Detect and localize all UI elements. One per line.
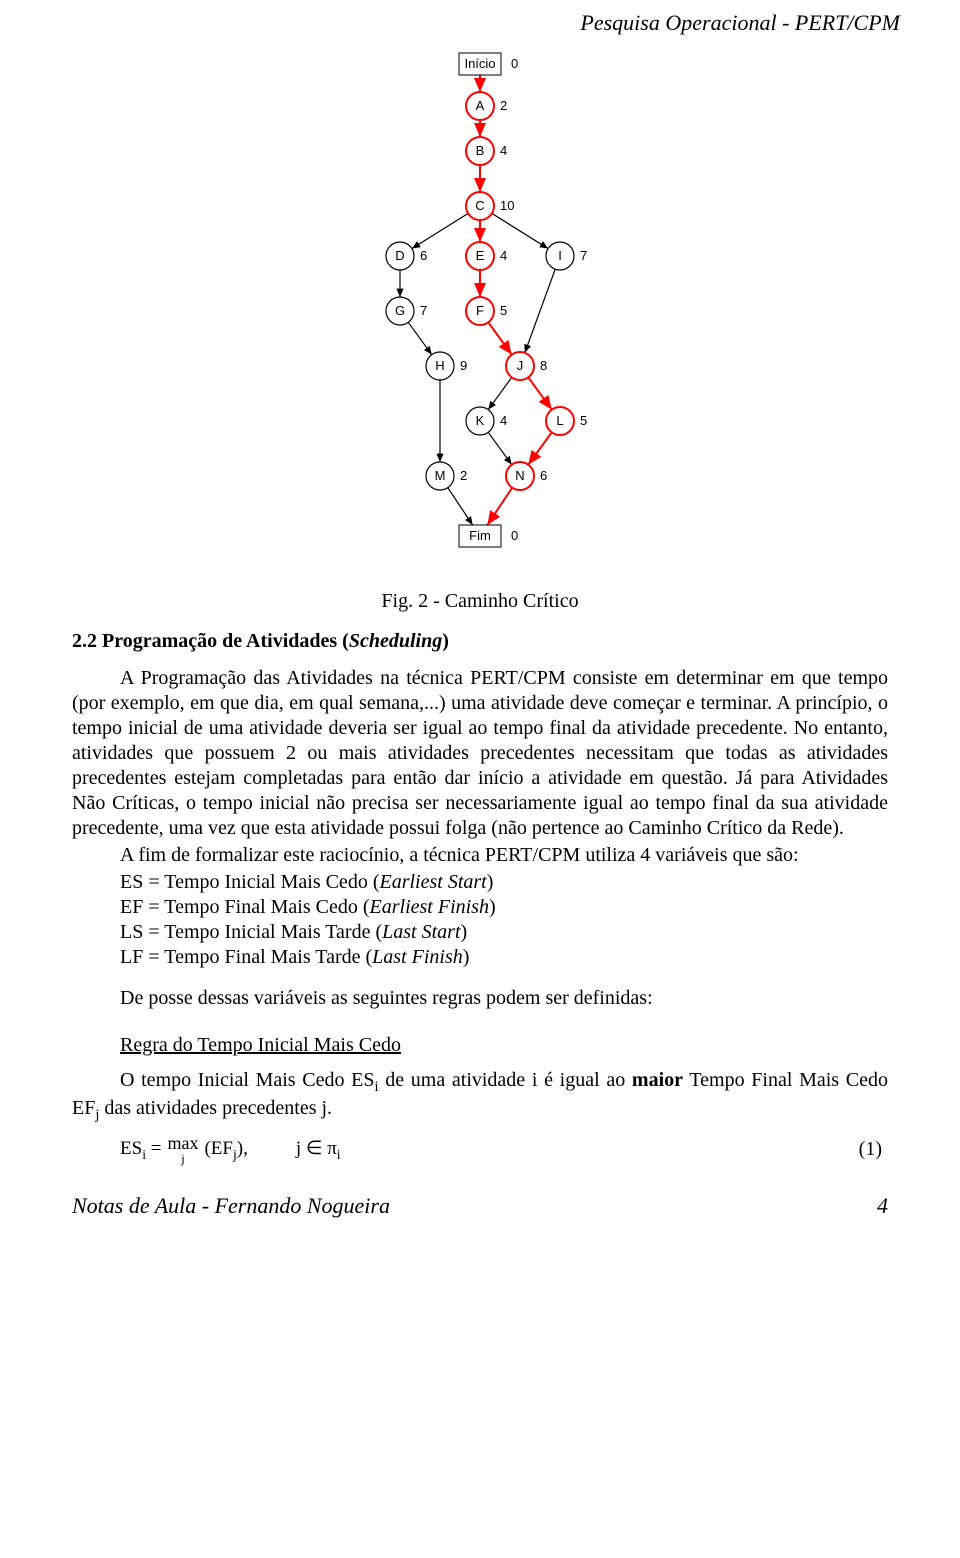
- svg-text:8: 8: [540, 358, 547, 373]
- svg-text:4: 4: [500, 143, 507, 158]
- var-lf: LF = Tempo Final Mais Tarde (Last Finish…: [120, 945, 888, 970]
- svg-text:7: 7: [580, 248, 587, 263]
- svg-text:0: 0: [511, 56, 518, 71]
- paragraph-2: A fim de formalizar este raciocínio, a t…: [72, 843, 888, 868]
- section-heading: 2.2 Programação de Atividades (Schedulin…: [72, 629, 888, 654]
- svg-text:M: M: [435, 468, 446, 483]
- paragraph-1: A Programação das Atividades na técnica …: [72, 666, 888, 841]
- svg-text:D: D: [395, 248, 404, 263]
- svg-text:I: I: [558, 248, 562, 263]
- footer-left: Notas de Aula - Fernando Nogueira: [72, 1193, 390, 1219]
- var-ef: EF = Tempo Final Mais Cedo (Earliest Fin…: [120, 895, 888, 920]
- svg-text:4: 4: [500, 413, 507, 428]
- max-operator: max j: [167, 1134, 198, 1165]
- section-close: ): [442, 630, 449, 652]
- svg-text:A: A: [476, 98, 485, 113]
- svg-text:2: 2: [460, 468, 467, 483]
- rule-heading: Regra do Tempo Inicial Mais Cedo: [120, 1033, 888, 1058]
- svg-text:4: 4: [500, 248, 507, 263]
- svg-text:2: 2: [500, 98, 507, 113]
- svg-text:Início: Início: [464, 56, 495, 71]
- svg-text:7: 7: [420, 303, 427, 318]
- svg-text:C: C: [475, 198, 484, 213]
- svg-text:B: B: [476, 143, 485, 158]
- paragraph-4: O tempo Inicial Mais Cedo ESi de uma ati…: [72, 1068, 888, 1124]
- svg-text:E: E: [476, 248, 485, 263]
- svg-text:0: 0: [511, 528, 518, 543]
- svg-text:G: G: [395, 303, 405, 318]
- pert-diagram: Início0A2B4C10D6E4I7G7F5H9J8K4L5M2N6Fim0: [330, 46, 630, 586]
- section-number: 2.2 Programação de Atividades (: [72, 630, 349, 652]
- svg-text:10: 10: [500, 198, 514, 213]
- equation-number: (1): [859, 1137, 888, 1162]
- svg-text:6: 6: [540, 468, 547, 483]
- svg-text:N: N: [515, 468, 524, 483]
- svg-text:9: 9: [460, 358, 467, 373]
- section-italic: Scheduling: [349, 630, 442, 652]
- svg-text:F: F: [476, 303, 484, 318]
- running-header: Pesquisa Operacional - PERT/CPM: [0, 0, 960, 36]
- svg-text:K: K: [476, 413, 485, 428]
- svg-text:H: H: [435, 358, 444, 373]
- var-ls: LS = Tempo Inicial Mais Tarde (Last Star…: [120, 920, 888, 945]
- svg-text:5: 5: [580, 413, 587, 428]
- figure-caption: Fig. 2 - Caminho Crítico: [0, 590, 960, 613]
- svg-text:Fim: Fim: [469, 528, 491, 543]
- variable-list: ES = Tempo Inicial Mais Cedo (Earliest S…: [120, 870, 888, 970]
- var-es: ES = Tempo Inicial Mais Cedo (Earliest S…: [120, 870, 888, 895]
- equation-1: ESi = max j (EFj), j ∈ πi (1): [72, 1134, 888, 1165]
- svg-text:6: 6: [420, 248, 427, 263]
- svg-text:5: 5: [500, 303, 507, 318]
- svg-text:L: L: [556, 413, 563, 428]
- svg-text:J: J: [517, 358, 524, 373]
- paragraph-3: De posse dessas variáveis as seguintes r…: [72, 986, 888, 1011]
- page-number: 4: [877, 1193, 888, 1219]
